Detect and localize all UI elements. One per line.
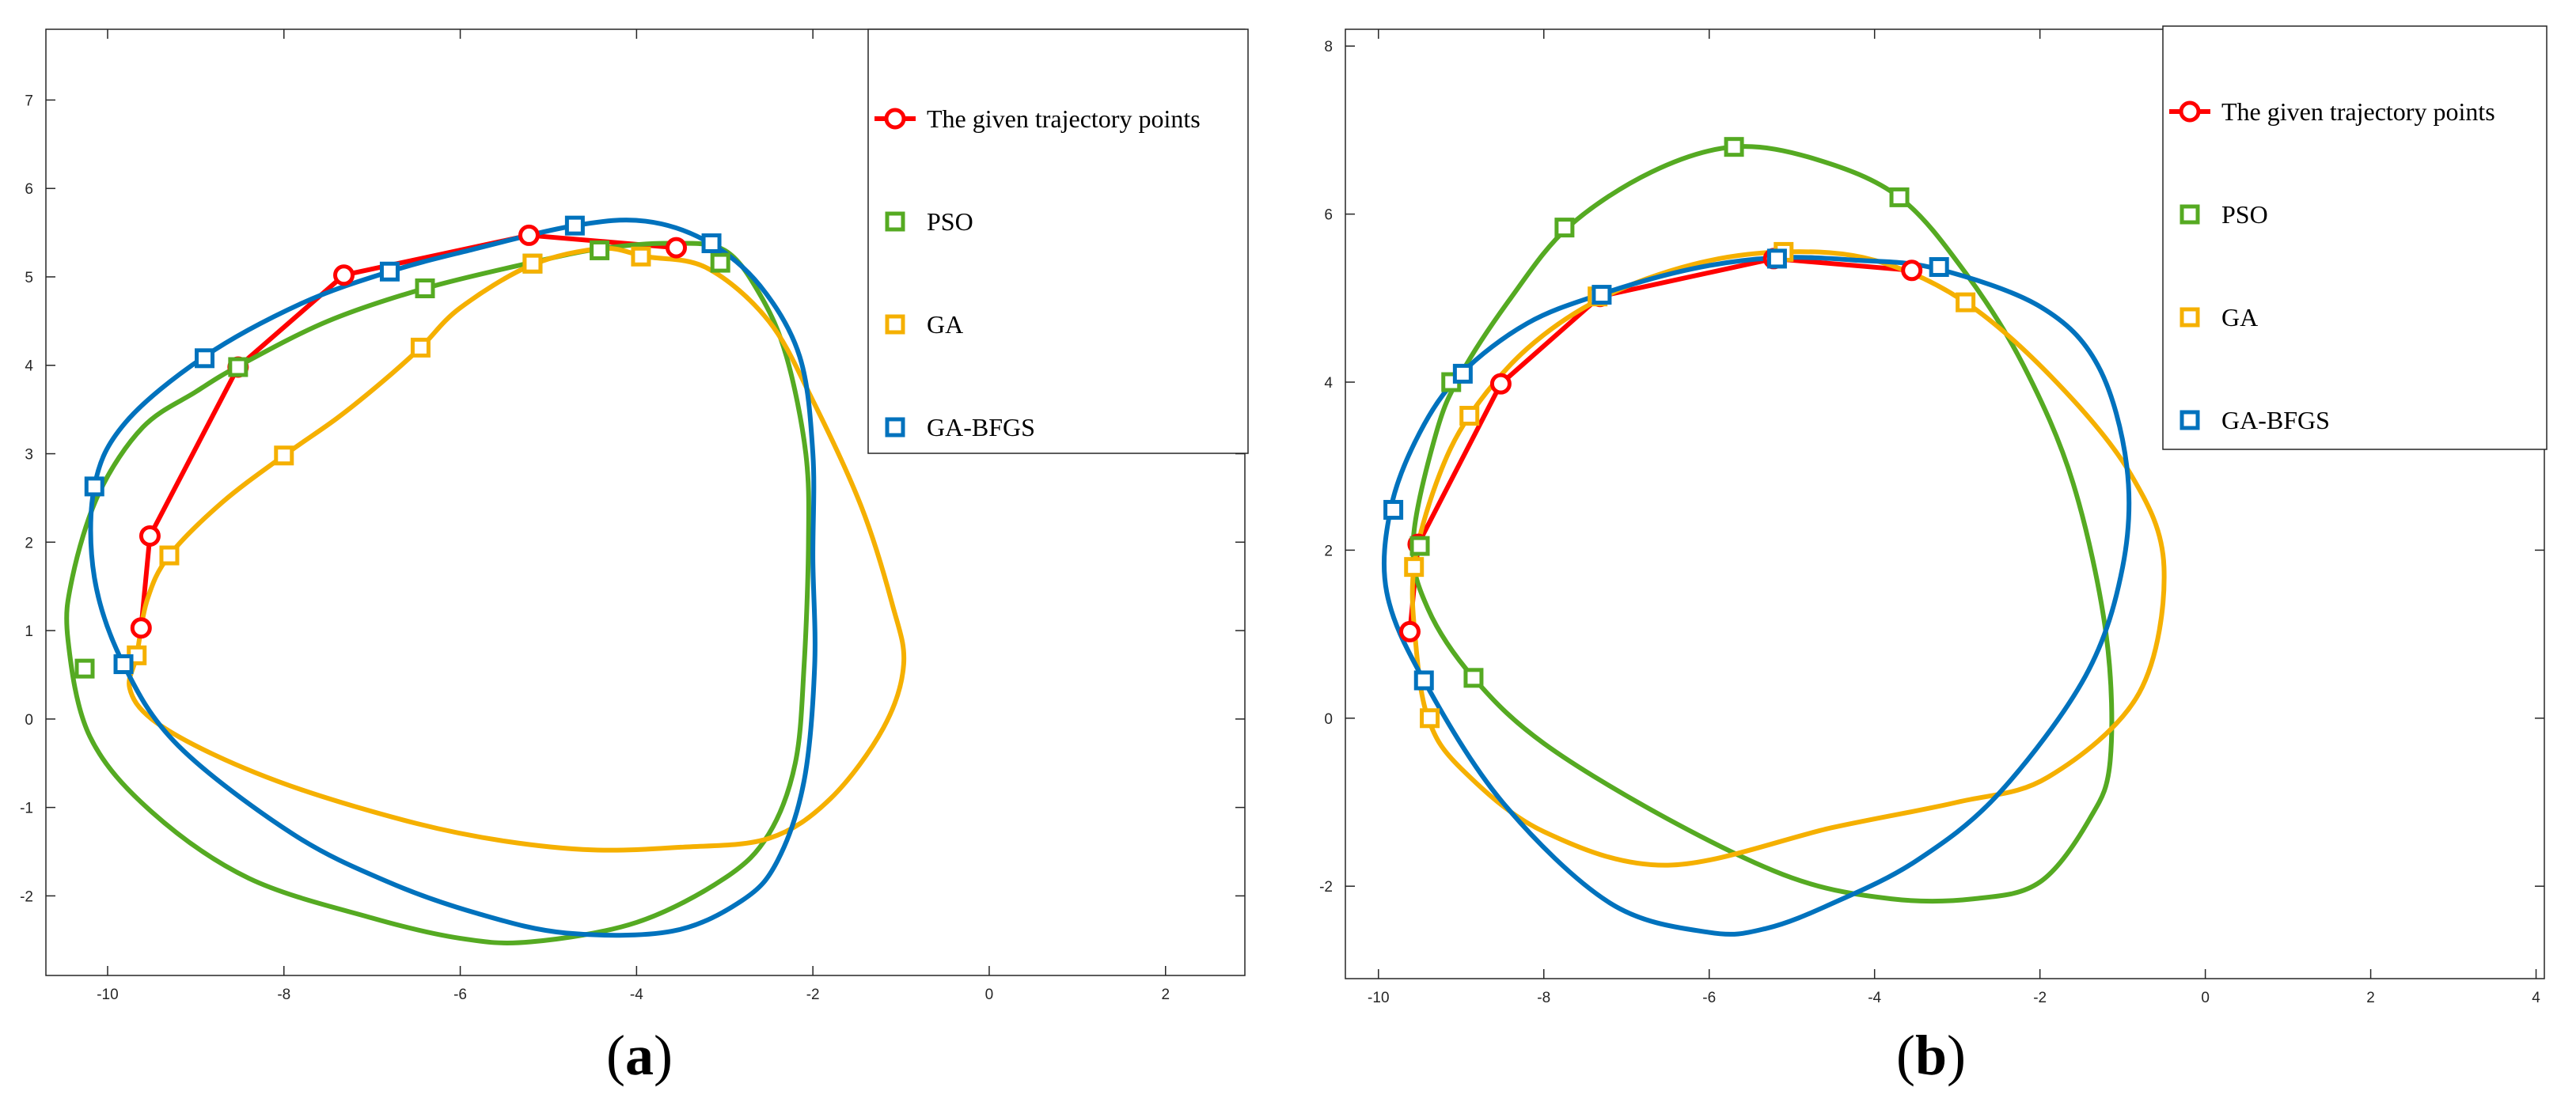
point-marker-pso bbox=[74, 658, 95, 679]
y-tick-label: 4 bbox=[1324, 375, 1333, 392]
point-marker-ga-bfgs bbox=[113, 654, 134, 675]
panel-label-b: (b) bbox=[1896, 1024, 1966, 1087]
point-marker-ga-bfgs bbox=[701, 233, 722, 253]
series-line-the-given-trajectory-points bbox=[138, 233, 679, 631]
point-marker-pso bbox=[1409, 536, 1430, 556]
point-marker-ga-bfgs bbox=[1592, 285, 1612, 305]
point-marker-ga bbox=[631, 246, 651, 267]
point-marker-pso bbox=[1889, 187, 1910, 207]
x-tick-label: -6 bbox=[453, 987, 467, 1003]
point-marker-ga-bfgs bbox=[564, 215, 585, 236]
x-tick-label: -4 bbox=[630, 987, 643, 1003]
point-marker-ga-bfgs bbox=[1929, 257, 1949, 278]
y-tick-label: 6 bbox=[25, 181, 33, 198]
x-tick-label: -8 bbox=[1537, 990, 1550, 1006]
data-layer bbox=[64, 215, 907, 945]
point-marker-ga-bfgs bbox=[84, 476, 104, 497]
y-tick-label: 0 bbox=[25, 712, 33, 729]
legend-box bbox=[867, 28, 1249, 454]
x-tick-label: 2 bbox=[1161, 987, 1170, 1003]
point-marker-the-given-trajectory-points bbox=[130, 617, 152, 639]
point-marker-pso bbox=[228, 357, 248, 377]
legend-marker bbox=[885, 417, 905, 437]
point-marker-ga bbox=[1459, 405, 1480, 426]
legend-label: GA-BFGS bbox=[927, 413, 1035, 441]
y-tick-label: 1 bbox=[25, 623, 33, 640]
x-tick-label: -10 bbox=[1368, 990, 1389, 1006]
point-marker-ga bbox=[1404, 557, 1425, 578]
point-marker-the-given-trajectory-points bbox=[1489, 373, 1512, 395]
point-marker-the-given-trajectory-points bbox=[1901, 259, 1923, 282]
series-line-ga bbox=[127, 245, 907, 853]
point-marker-ga-bfgs bbox=[1766, 248, 1787, 269]
point-marker-pso bbox=[1554, 218, 1575, 238]
point-marker-ga bbox=[274, 445, 294, 466]
point-marker-ga-bfgs bbox=[1452, 363, 1473, 384]
y-tick-label: 2 bbox=[1324, 543, 1333, 559]
y-tick-label: -1 bbox=[20, 801, 33, 817]
y-tick-label: 7 bbox=[25, 93, 33, 109]
x-tick-label: 2 bbox=[2366, 990, 2375, 1006]
y-tick-label: 8 bbox=[1324, 39, 1333, 55]
y-tick-label: 2 bbox=[25, 535, 33, 551]
y-tick-label: 6 bbox=[1324, 207, 1333, 224]
point-marker-ga-bfgs bbox=[1383, 499, 1404, 520]
x-tick-label: 4 bbox=[2532, 990, 2540, 1006]
point-marker-ga-bfgs bbox=[1413, 670, 1434, 691]
point-marker-the-given-trajectory-points bbox=[333, 264, 355, 286]
point-marker-pso bbox=[590, 240, 610, 260]
point-marker-ga bbox=[522, 253, 543, 274]
x-tick-label: -4 bbox=[1868, 990, 1881, 1006]
x-tick-label: -2 bbox=[806, 987, 820, 1003]
y-tick-label: 5 bbox=[25, 270, 33, 286]
chart-panel-b: -10 -8 -6 -4 -2 0 2 4 -2 0 2 4 6 8 The given trajector… bbox=[1319, 25, 2548, 1006]
y-tick-label: 4 bbox=[25, 358, 33, 375]
legend-marker bbox=[2180, 204, 2200, 225]
point-marker-the-given-trajectory-points bbox=[518, 224, 540, 246]
legend-marker bbox=[885, 211, 905, 232]
y-tick-label: -2 bbox=[1319, 879, 1333, 896]
legend-marker bbox=[2180, 410, 2200, 430]
series-line-pso bbox=[64, 241, 811, 945]
point-marker-ga bbox=[1420, 708, 1440, 729]
point-marker-ga bbox=[159, 545, 180, 566]
legend-marker bbox=[2179, 100, 2201, 123]
x-tick-label: -6 bbox=[1702, 990, 1716, 1006]
point-marker-pso bbox=[710, 252, 730, 273]
legend-label: GA bbox=[927, 310, 963, 339]
x-tick-label: -10 bbox=[97, 987, 118, 1003]
legend-label: PSO bbox=[2221, 200, 2268, 229]
point-marker-ga bbox=[410, 337, 431, 358]
legend-label: The given trajectory points bbox=[2221, 97, 2495, 126]
point-marker-ga-bfgs bbox=[195, 348, 215, 369]
point-marker-the-given-trajectory-points bbox=[1398, 620, 1421, 642]
legend-label: GA bbox=[2221, 303, 2258, 331]
legend-marker bbox=[885, 314, 905, 335]
data-layer bbox=[1381, 137, 2167, 937]
x-tick-label: 0 bbox=[985, 987, 994, 1003]
point-marker-pso bbox=[1724, 137, 1744, 157]
point-marker-the-given-trajectory-points bbox=[665, 237, 687, 259]
legend-label: GA-BFGS bbox=[2221, 406, 2330, 434]
y-tick-label: 3 bbox=[25, 447, 33, 464]
y-tick-label: -2 bbox=[20, 888, 33, 905]
point-marker-the-given-trajectory-points bbox=[138, 525, 161, 547]
legend-box bbox=[2162, 25, 2548, 450]
x-tick-label: -8 bbox=[277, 987, 290, 1003]
point-marker-pso bbox=[1463, 668, 1484, 688]
legend-label: The given trajectory points bbox=[927, 104, 1201, 133]
point-marker-ga-bfgs bbox=[379, 261, 400, 282]
x-tick-label: 0 bbox=[2201, 990, 2210, 1006]
legend-marker bbox=[884, 108, 906, 130]
legend-marker bbox=[2180, 307, 2200, 328]
point-marker-pso bbox=[415, 278, 435, 299]
x-tick-label: -2 bbox=[2033, 990, 2047, 1006]
y-tick-label: 0 bbox=[1324, 711, 1333, 728]
point-marker-ga bbox=[1956, 292, 1976, 312]
panel-label-a: (a) bbox=[606, 1024, 673, 1087]
legend-label: PSO bbox=[927, 207, 973, 236]
